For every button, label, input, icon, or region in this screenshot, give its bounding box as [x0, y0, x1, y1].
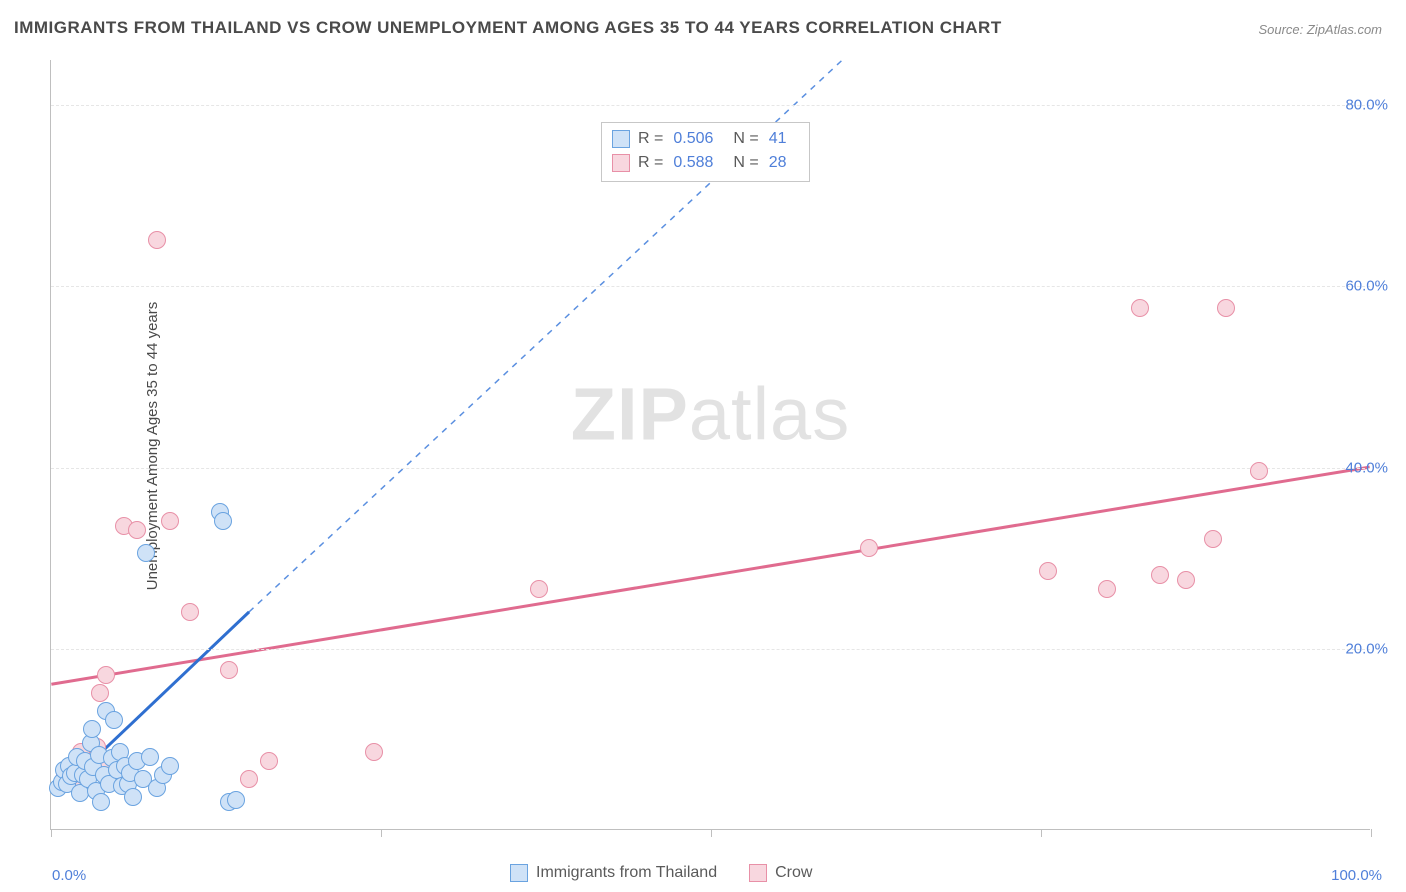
legend-item-thailand: Immigrants from Thailand: [510, 864, 717, 882]
n-label: N =: [733, 151, 758, 175]
data-point-crow: [220, 661, 238, 679]
gridline: [51, 105, 1370, 106]
legend-swatch-thailand: [510, 864, 528, 882]
x-tick: [381, 829, 382, 837]
legend-swatch-crow: [612, 154, 630, 172]
data-point-crow: [1204, 530, 1222, 548]
legend-label-thailand: Immigrants from Thailand: [536, 864, 717, 882]
data-point-thailand: [227, 791, 245, 809]
plot-area: ZIPatlas R = 0.506 N = 41 R = 0.588 N = …: [50, 60, 1370, 830]
data-point-thailand: [137, 544, 155, 562]
data-point-crow: [1131, 299, 1149, 317]
x-tick: [1371, 829, 1372, 837]
n-label: N =: [733, 127, 758, 151]
legend-swatch-crow: [749, 864, 767, 882]
gridline: [51, 286, 1370, 287]
x-tick-max: 100.0%: [1331, 867, 1382, 884]
watermark: ZIPatlas: [571, 371, 850, 456]
watermark-zip: ZIP: [571, 372, 689, 455]
data-point-thailand: [105, 711, 123, 729]
r-value-crow: 0.588: [673, 151, 713, 175]
data-point-crow: [860, 539, 878, 557]
legend-series: Immigrants from Thailand Crow: [510, 864, 812, 882]
x-tick-min: 0.0%: [52, 867, 86, 884]
r-label: R =: [638, 151, 663, 175]
data-point-crow: [260, 752, 278, 770]
x-tick: [51, 829, 52, 837]
data-point-crow: [1039, 562, 1057, 580]
legend-swatch-thailand: [612, 130, 630, 148]
chart-source: Source: ZipAtlas.com: [1258, 22, 1382, 37]
x-tick: [711, 829, 712, 837]
data-point-thailand: [161, 757, 179, 775]
watermark-atlas: atlas: [689, 372, 850, 455]
data-point-crow: [365, 743, 383, 761]
data-point-crow: [1098, 580, 1116, 598]
data-point-thailand: [124, 788, 142, 806]
data-point-thailand: [214, 512, 232, 530]
legend-item-crow: Crow: [749, 864, 812, 882]
y-tick-label: 20.0%: [1345, 640, 1388, 657]
data-point-thailand: [83, 720, 101, 738]
data-point-crow: [240, 770, 258, 788]
legend-label-crow: Crow: [775, 864, 812, 882]
r-label: R =: [638, 127, 663, 151]
gridline: [51, 649, 1370, 650]
x-tick: [1041, 829, 1042, 837]
gridline: [51, 468, 1370, 469]
data-point-crow: [1177, 571, 1195, 589]
data-point-thailand: [141, 748, 159, 766]
data-point-crow: [181, 603, 199, 621]
n-value-crow: 28: [769, 151, 787, 175]
chart-title: IMMIGRANTS FROM THAILAND VS CROW UNEMPLO…: [14, 18, 1002, 38]
data-point-crow: [91, 684, 109, 702]
data-point-crow: [1217, 299, 1235, 317]
y-tick-label: 40.0%: [1345, 459, 1388, 476]
data-point-crow: [1250, 462, 1268, 480]
data-point-crow: [97, 666, 115, 684]
n-value-thailand: 41: [769, 127, 787, 151]
data-point-crow: [148, 231, 166, 249]
y-tick-label: 60.0%: [1345, 278, 1388, 295]
data-point-crow: [128, 521, 146, 539]
legend-correlation: R = 0.506 N = 41 R = 0.588 N = 28: [601, 122, 810, 182]
chart-container: IMMIGRANTS FROM THAILAND VS CROW UNEMPLO…: [0, 0, 1406, 892]
data-point-crow: [1151, 566, 1169, 584]
legend-correlation-row: R = 0.588 N = 28: [612, 151, 799, 175]
data-point-crow: [161, 512, 179, 530]
legend-correlation-row: R = 0.506 N = 41: [612, 127, 799, 151]
y-tick-label: 80.0%: [1345, 97, 1388, 114]
data-point-thailand: [92, 793, 110, 811]
data-point-crow: [530, 580, 548, 598]
r-value-thailand: 0.506: [673, 127, 713, 151]
